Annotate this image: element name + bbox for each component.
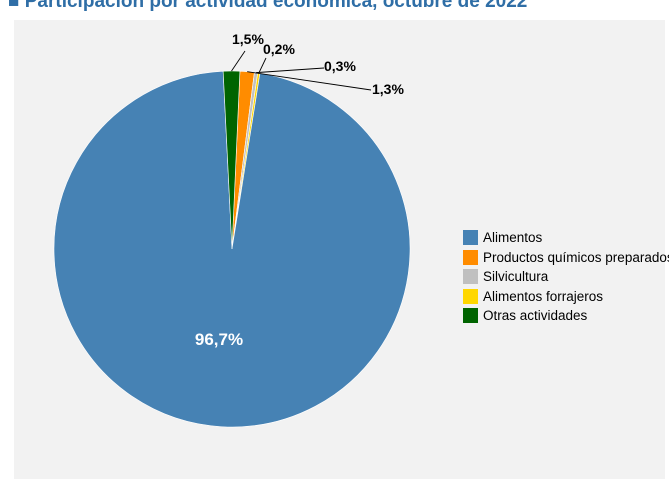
leader-line-productos-químicos-preparados [247,71,372,91]
legend-item: Alimentos forrajeros [463,287,669,307]
leader-line-silvicultura [256,67,325,74]
data-label-alimentos: 96,7% [195,330,243,349]
legend-label: Productos químicos preparados [483,249,669,265]
data-label-silvicultura: 0,3% [324,58,356,74]
data-label-otras-actividades: 1,5% [232,31,264,47]
leader-line-alimentos-forrajeros [258,57,267,74]
legend-label: Alimentos [483,230,543,246]
legend-label: Otras actividades [483,308,588,324]
legend-swatch [463,249,478,265]
legend-item: Productos químicos preparados [463,248,669,268]
legend-item: Silvicultura [463,267,669,287]
pie-chart: 96,7% 1,3% 0,3% 0,2%1,5% [53,31,411,428]
pie-slice-alimentos [53,70,411,428]
chart-panel: 96,7% 1,3% 0,3% 0,2% 1,5% Alimentos Productos… [14,20,669,479]
legend-item: Otras actividades [463,306,669,326]
legend-swatch [463,269,478,285]
legend-swatch [463,288,478,304]
chart-title: ■ Participación por actividad económica,… [8,0,528,12]
chart-legend: Alimentos Productos químicos preparados Si… [463,228,669,326]
legend-swatch [463,230,478,246]
data-label-alimentos-forrajeros: 0,2% [263,41,295,57]
leader-line-otras-actividades [231,50,246,72]
legend-label: Silvicultura [483,269,549,285]
data-label-productos-químicos-preparados: 1,3% [372,81,404,97]
legend-swatch [463,308,478,324]
legend-label: Alimentos forrajeros [483,288,604,304]
legend-item: Alimentos [463,228,669,248]
